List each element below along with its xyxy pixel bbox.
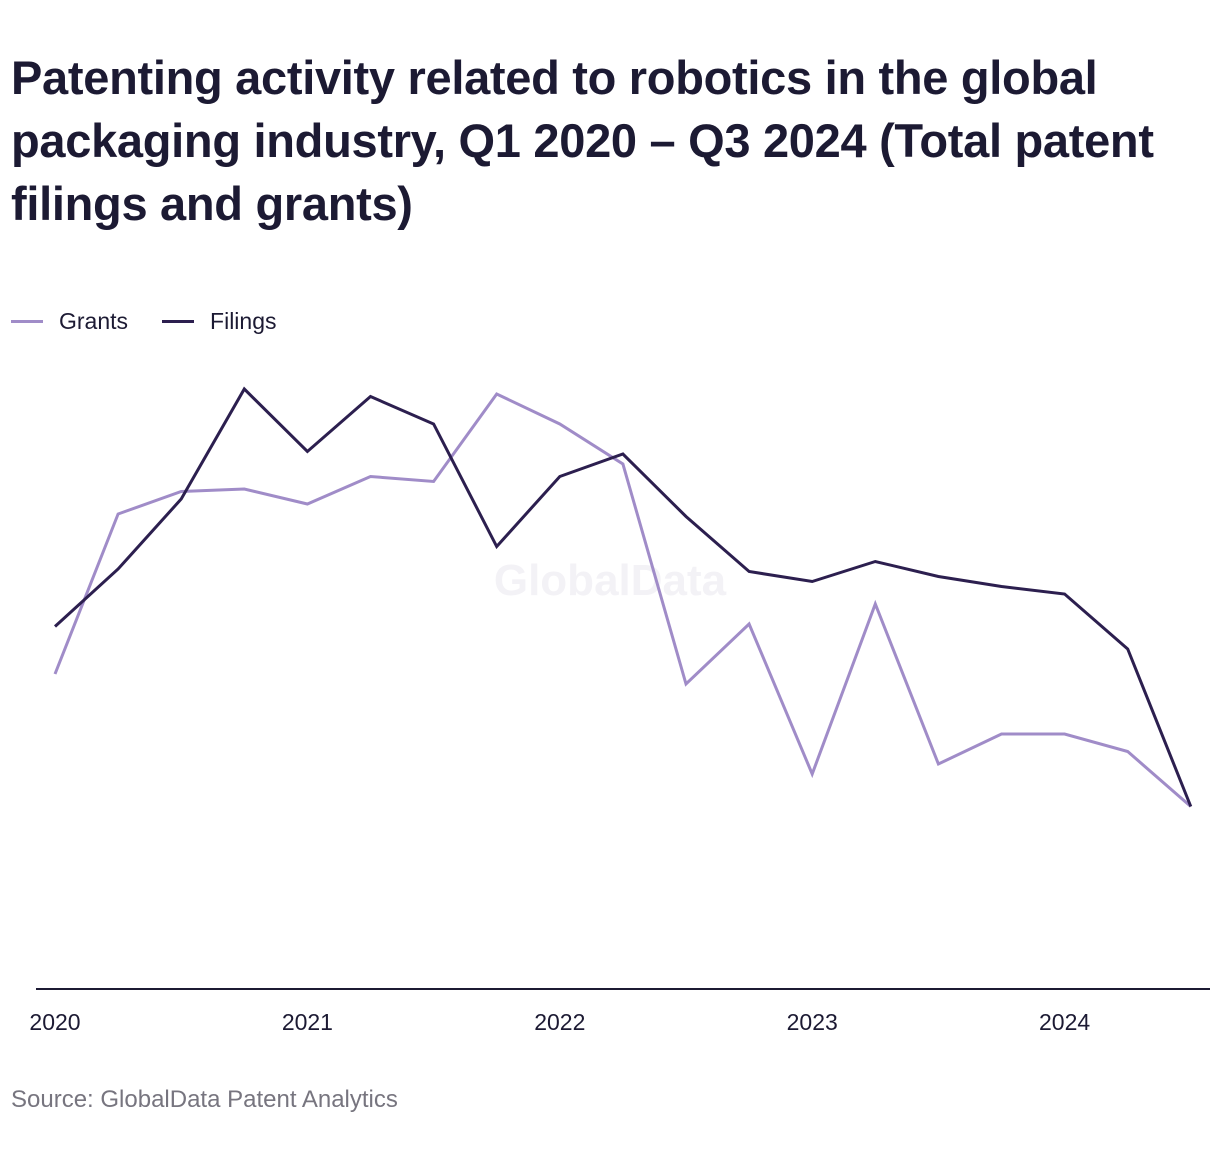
data-point-grants[interactable]: [555, 419, 565, 429]
legend-label-filings: Filings: [210, 307, 277, 334]
data-point-filings[interactable]: [113, 564, 123, 574]
data-point-filings[interactable]: [429, 419, 439, 429]
data-point-filings[interactable]: [997, 582, 1007, 592]
data-point-filings[interactable]: [618, 449, 628, 459]
chart-legend: Grants Filings: [11, 306, 311, 336]
x-tick-label: 2021: [282, 1009, 333, 1035]
data-point-grants[interactable]: [302, 499, 312, 509]
data-point-grants[interactable]: [807, 769, 817, 779]
series-line-filings: [53, 386, 1193, 808]
data-point-grants[interactable]: [1060, 729, 1070, 739]
data-point-grants[interactable]: [870, 599, 880, 609]
x-axis-ticks: 2020 2021 2022 2023 2024: [29, 1009, 1090, 1035]
data-point-filings[interactable]: [1060, 589, 1070, 599]
data-point-grants[interactable]: [933, 759, 943, 769]
data-point-grants[interactable]: [618, 459, 628, 469]
data-point-filings[interactable]: [681, 512, 691, 522]
x-tick-label: 2022: [534, 1009, 585, 1035]
x-tick-label: 2020: [29, 1009, 80, 1035]
data-point-grants[interactable]: [50, 669, 60, 679]
data-point-filings[interactable]: [870, 557, 880, 567]
chart-title: Patenting activity related to robotics i…: [11, 51, 1154, 230]
data-point-filings[interactable]: [555, 472, 565, 482]
data-point-grants[interactable]: [113, 509, 123, 519]
data-point-grants[interactable]: [492, 389, 502, 399]
data-point-grants[interactable]: [366, 472, 376, 482]
source-note: Source: GlobalData Patent Analytics: [11, 1086, 398, 1113]
data-point-grants[interactable]: [429, 477, 439, 487]
data-point-filings[interactable]: [1186, 802, 1196, 812]
data-point-filings[interactable]: [302, 447, 312, 457]
data-point-filings[interactable]: [933, 572, 943, 582]
watermark-text: GlobalData: [494, 556, 727, 605]
legend-swatch-grants: [11, 319, 43, 323]
data-point-filings[interactable]: [366, 392, 376, 402]
data-point-grants[interactable]: [239, 484, 249, 494]
data-point-filings[interactable]: [744, 567, 754, 577]
data-point-filings[interactable]: [807, 577, 817, 587]
line-chart: GlobalData 2020 2021 2022 2023 2024: [29, 384, 1210, 1035]
data-point-grants[interactable]: [681, 679, 691, 689]
legend-label-grants: Grants: [59, 307, 129, 334]
data-point-filings[interactable]: [239, 384, 249, 394]
data-point-filings[interactable]: [1123, 644, 1133, 654]
x-tick-label: 2023: [787, 1009, 838, 1035]
data-point-filings[interactable]: [492, 542, 502, 552]
data-point-grants[interactable]: [997, 729, 1007, 739]
series-layer: [50, 384, 1196, 812]
data-point-filings[interactable]: [50, 622, 60, 632]
legend-item-grants[interactable]: Grants: [11, 308, 128, 335]
data-point-filings[interactable]: [176, 494, 186, 504]
data-point-grants[interactable]: [744, 619, 754, 629]
x-tick-label: 2024: [1039, 1009, 1090, 1035]
data-point-grants[interactable]: [1123, 747, 1133, 757]
legend-swatch-filings: [162, 319, 195, 323]
series-line-grants: [53, 392, 1192, 808]
legend-item-filings[interactable]: Filings: [162, 307, 277, 335]
